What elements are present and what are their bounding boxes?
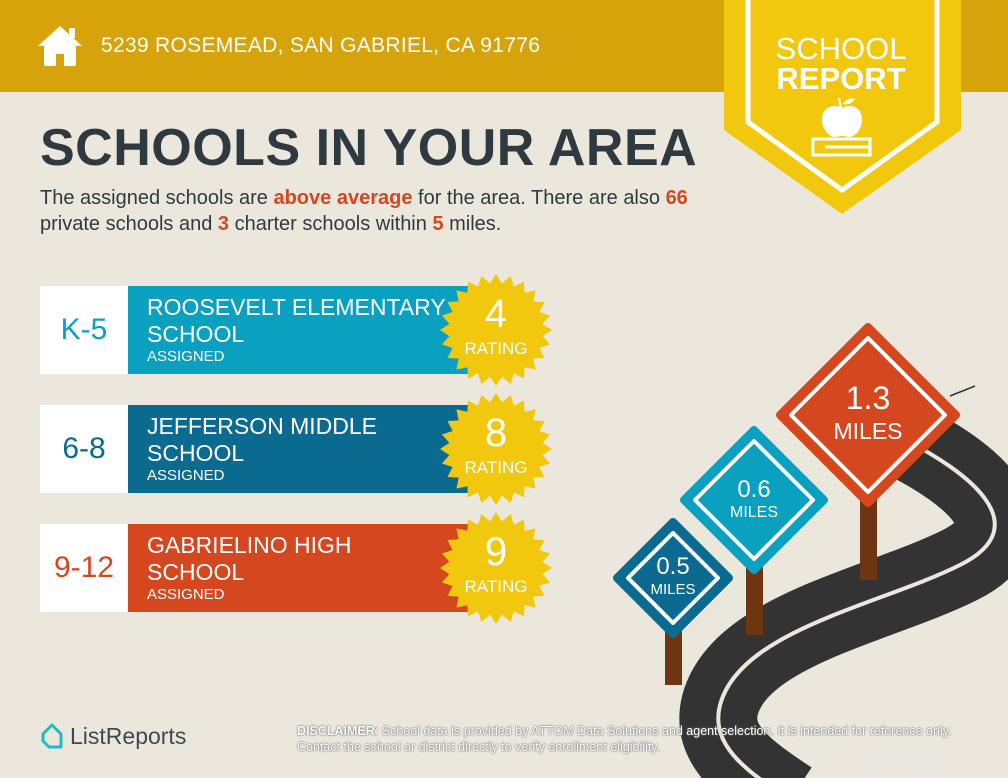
distance-sign (680, 426, 828, 574)
assignment-status: ASSIGNED (147, 586, 225, 603)
distance-sign-unit: MILES (650, 581, 696, 598)
school-row: K-5 ROOSEVELT ELEMENTARY SCHOOL ASSIGNED… (40, 274, 560, 386)
badge-line2: REPORT (776, 61, 906, 96)
assignment-status: ASSIGNED (147, 348, 225, 365)
sign-post (665, 620, 682, 685)
sign-post (746, 560, 763, 635)
crmls-watermark: CRMLS (862, 750, 947, 777)
listreports-logo: ListReports (40, 722, 186, 750)
apple-on-book-icon (811, 97, 872, 157)
page-title: SCHOOLS IN YOUR AREA (40, 119, 698, 177)
distance-sign (776, 323, 960, 507)
school-row: 9-12 GABRIELINO HIGH SCHOOL ASSIGNED 9 R… (40, 512, 560, 624)
distance-sign (789, 336, 947, 494)
distance-sign-unit: MILES (833, 418, 903, 444)
radius: 5 (432, 213, 444, 235)
disclaimer: DISCLAIMER: School data is provided by A… (297, 724, 952, 754)
rating-value: 4 (484, 292, 508, 336)
badge-line1: SCHOOL (775, 31, 907, 66)
grade-range: 9-12 (40, 524, 128, 612)
road-center-line (716, 438, 997, 778)
grade-range: 6-8 (40, 405, 128, 493)
rating-star-badge (440, 512, 552, 624)
school-name: GABRIELINO HIGH SCHOOL (147, 532, 352, 585)
rating-value: 9 (484, 530, 508, 574)
quality-highlight: above average (273, 187, 413, 209)
distance-sign (693, 439, 815, 561)
home-icon (38, 26, 82, 66)
school-row: 6-8 JEFFERSON MIDDLE SCHOOL ASSIGNED 8 R… (40, 393, 560, 505)
rating-label: RATING (464, 339, 528, 358)
sign-post (860, 480, 877, 580)
school-bar: ROOSEVELT ELEMENTARY SCHOOL ASSIGNED (128, 286, 473, 374)
charter-count: 3 (217, 213, 230, 235)
rating-star-badge (440, 393, 552, 505)
school-name: JEFFERSON MIDDLE SCHOOL (147, 413, 378, 466)
distance-sign (613, 518, 733, 638)
school-name: ROOSEVELT ELEMENTARY SCHOOL (147, 294, 446, 347)
distance-sign-unit: MILES (729, 504, 778, 521)
distance-sign-value: 1.3 (845, 380, 891, 416)
intro-text: The assigned schools are above average f… (40, 187, 688, 235)
rating-label: RATING (464, 577, 528, 596)
school-bar: JEFFERSON MIDDLE SCHOOL ASSIGNED (128, 405, 473, 493)
school-bar: GABRIELINO HIGH SCHOOL ASSIGNED (128, 524, 473, 612)
property-address: 5239 ROSEMEAD, SAN GABRIEL, CA 91776 (101, 34, 541, 57)
assignment-status: ASSIGNED (147, 467, 225, 484)
distance-sign-value: 0.6 (737, 476, 771, 503)
private-count: 66 (665, 187, 688, 209)
rating-value: 8 (484, 411, 508, 455)
rating-star-badge (440, 274, 552, 386)
distance-sign (626, 531, 720, 625)
rating-label: RATING (464, 458, 528, 477)
logo-house-icon (41, 723, 63, 749)
distance-sign-value: 0.5 (656, 553, 690, 580)
school-report-badge (724, 0, 961, 214)
grade-range: K-5 (40, 286, 128, 374)
